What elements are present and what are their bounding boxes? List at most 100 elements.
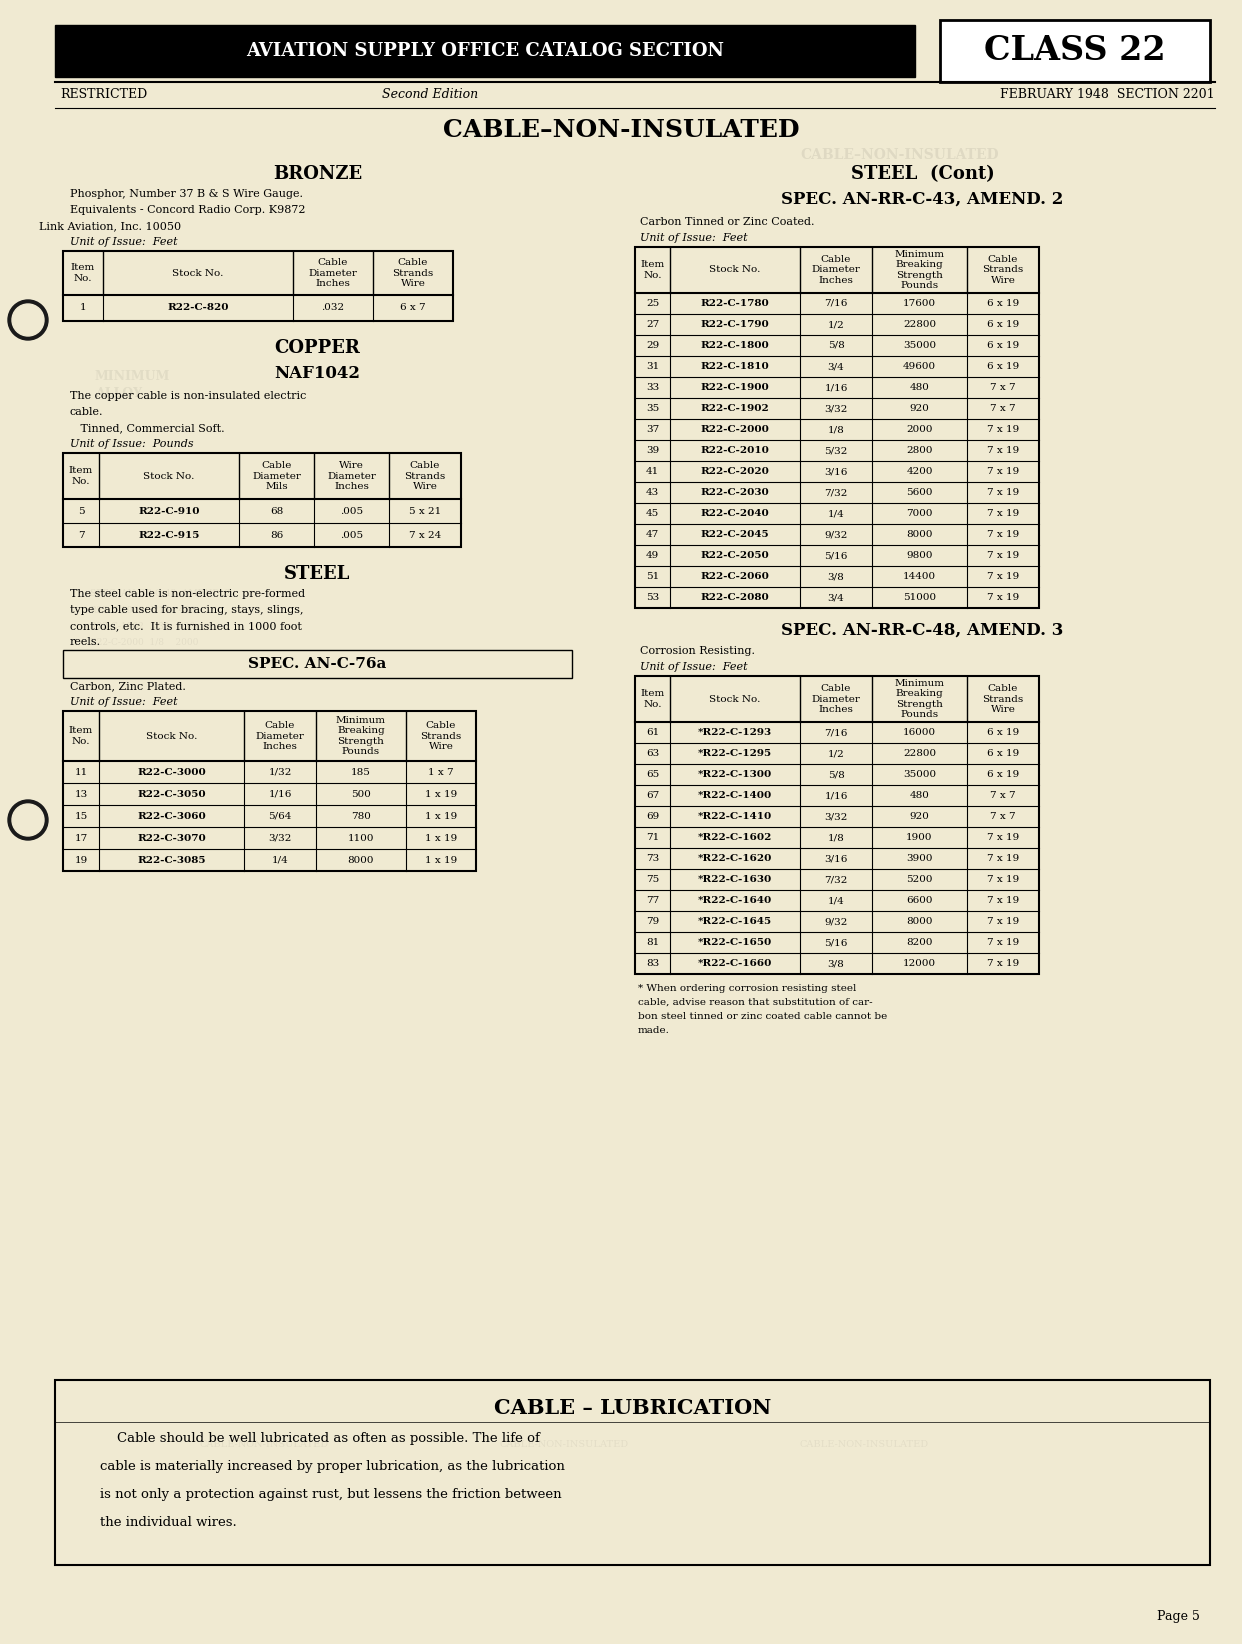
Text: ALLOY: ALLOY: [94, 386, 142, 399]
Text: 83: 83: [646, 958, 660, 968]
Text: * When ordering corrosion resisting steel: * When ordering corrosion resisting stee…: [638, 985, 857, 993]
Text: R22-C-1780: R22-C-1780: [700, 299, 769, 307]
Text: 7 x 7: 7 x 7: [990, 383, 1016, 391]
Text: *R22-C-1620: *R22-C-1620: [698, 853, 773, 863]
Text: 3/4: 3/4: [827, 362, 845, 372]
Text: Stock No.: Stock No.: [173, 268, 224, 278]
Text: cable, advise reason that substitution of car-: cable, advise reason that substitution o…: [638, 998, 873, 1008]
Text: R22-C-1810: R22-C-1810: [700, 362, 769, 372]
Text: *R22-C-1645: *R22-C-1645: [698, 917, 773, 926]
Text: 53: 53: [646, 593, 660, 602]
Bar: [55, 25, 915, 77]
Text: 7 x 19: 7 x 19: [987, 426, 1020, 434]
Text: Unit of Issue:  Pounds: Unit of Issue: Pounds: [70, 439, 194, 449]
Text: 7 x 19: 7 x 19: [987, 834, 1020, 842]
Text: 7/32: 7/32: [825, 875, 848, 884]
Text: 3/8: 3/8: [827, 572, 845, 580]
Text: 7/32: 7/32: [825, 488, 848, 496]
Text: Equivalents - Concord Radio Corp. K9872: Equivalents - Concord Radio Corp. K9872: [70, 206, 306, 215]
Text: 2800: 2800: [907, 446, 933, 455]
Text: 7 x 19: 7 x 19: [987, 446, 1020, 455]
Text: 9800: 9800: [907, 551, 933, 561]
Text: 185: 185: [351, 768, 371, 776]
Text: 8000: 8000: [907, 529, 933, 539]
Text: 2000: 2000: [907, 426, 933, 434]
Text: Item
No.: Item No.: [641, 260, 664, 279]
Text: 19: 19: [75, 855, 88, 865]
Text: 1 x 19: 1 x 19: [425, 855, 457, 865]
Text: 7 x 19: 7 x 19: [987, 551, 1020, 561]
Text: 6 x 19: 6 x 19: [987, 769, 1020, 779]
Text: 5 x 21: 5 x 21: [409, 506, 441, 516]
Text: 780: 780: [351, 812, 371, 820]
Text: 7: 7: [78, 531, 84, 539]
Text: 35: 35: [646, 404, 660, 413]
Text: 71: 71: [646, 834, 660, 842]
Text: 79: 79: [646, 917, 660, 926]
Text: AVIATION SUPPLY OFFICE CATALOG SECTION: AVIATION SUPPLY OFFICE CATALOG SECTION: [246, 43, 724, 59]
Text: 480: 480: [909, 383, 929, 391]
Text: 1/2: 1/2: [827, 321, 845, 329]
Text: CABLE–NON-INSULATED: CABLE–NON-INSULATED: [442, 118, 800, 141]
Text: 7 x 7: 7 x 7: [990, 404, 1016, 413]
Text: 5/16: 5/16: [825, 551, 848, 561]
Bar: [940, 20, 1210, 82]
Text: 41: 41: [646, 467, 660, 477]
Text: 7 x 19: 7 x 19: [987, 958, 1020, 968]
Text: 6 x 19: 6 x 19: [987, 728, 1020, 737]
Text: 1/2: 1/2: [827, 750, 845, 758]
Text: Cable
Diameter
Inches: Cable Diameter Inches: [811, 684, 861, 713]
Circle shape: [12, 304, 43, 335]
Text: *R22-C-1300: *R22-C-1300: [698, 769, 773, 779]
Text: 8000: 8000: [907, 917, 933, 926]
Text: 69: 69: [646, 812, 660, 820]
Text: Page 5: Page 5: [1158, 1609, 1200, 1623]
Text: Cable
Strands
Wire: Cable Strands Wire: [982, 255, 1023, 284]
Text: 6 x 19: 6 x 19: [987, 340, 1020, 350]
Text: 75: 75: [646, 875, 660, 884]
Text: Cable
Diameter
Inches: Cable Diameter Inches: [811, 255, 861, 284]
Circle shape: [12, 804, 43, 837]
Bar: [63, 649, 573, 677]
Text: CLASS 22: CLASS 22: [984, 35, 1166, 67]
Text: type cable used for bracing, stays, slings,: type cable used for bracing, stays, slin…: [70, 605, 303, 615]
Text: Stock No.: Stock No.: [143, 472, 195, 480]
Text: CABLE-NON-INSULATED: CABLE-NON-INSULATED: [200, 1440, 329, 1448]
Text: 3/8: 3/8: [827, 958, 845, 968]
Text: R22-C-2080: R22-C-2080: [700, 593, 769, 602]
Text: Cable
Strands
Wire: Cable Strands Wire: [982, 684, 1023, 713]
Text: SPEC. AN-RR-C-43, AMEND. 2: SPEC. AN-RR-C-43, AMEND. 2: [89, 589, 231, 598]
Text: 17600: 17600: [903, 299, 936, 307]
Text: 17: 17: [75, 834, 88, 842]
Text: 1/32: 1/32: [268, 768, 292, 776]
Text: 1100: 1100: [348, 834, 374, 842]
Text: 500: 500: [351, 789, 371, 799]
Text: R22-C-3085: R22-C-3085: [138, 855, 206, 865]
Text: .005: .005: [340, 531, 363, 539]
Text: 1/8: 1/8: [827, 834, 845, 842]
Text: 27: 27: [646, 321, 660, 329]
Text: is not only a protection against rust, but lessens the friction between: is not only a protection against rust, b…: [101, 1488, 561, 1501]
Bar: [55, 1379, 1210, 1565]
Text: R22-C-3000: R22-C-3000: [137, 768, 206, 776]
Text: 1/4: 1/4: [827, 510, 845, 518]
Text: 37: 37: [646, 426, 660, 434]
Text: 7 x 19: 7 x 19: [987, 593, 1020, 602]
Text: 6600: 6600: [907, 896, 933, 904]
Circle shape: [7, 801, 48, 840]
Text: the individual wires.: the individual wires.: [101, 1516, 237, 1529]
Text: MINIMUM: MINIMUM: [94, 370, 170, 383]
Text: 5/64: 5/64: [268, 812, 292, 820]
Text: R22-C-2060: R22-C-2060: [700, 572, 770, 580]
Text: Link Aviation, Inc. 10050: Link Aviation, Inc. 10050: [39, 220, 181, 232]
Text: CABLE – LUBRICATION: CABLE – LUBRICATION: [494, 1397, 771, 1419]
Text: 51000: 51000: [903, 593, 936, 602]
Text: R22-C-2000  1/8    2000: R22-C-2000 1/8 2000: [89, 636, 199, 646]
Text: Unit of Issue:  Feet: Unit of Issue: Feet: [640, 663, 748, 672]
Text: cable.: cable.: [70, 408, 103, 418]
Text: 1 x 19: 1 x 19: [425, 789, 457, 799]
Text: R22-C-2030: R22-C-2030: [700, 488, 769, 496]
Text: 5600: 5600: [907, 488, 933, 496]
Text: FEBRUARY 1948  SECTION 2201: FEBRUARY 1948 SECTION 2201: [1000, 89, 1215, 100]
Text: SPEC. AN-RR-C-43, AMEND. 2: SPEC. AN-RR-C-43, AMEND. 2: [781, 191, 1063, 209]
